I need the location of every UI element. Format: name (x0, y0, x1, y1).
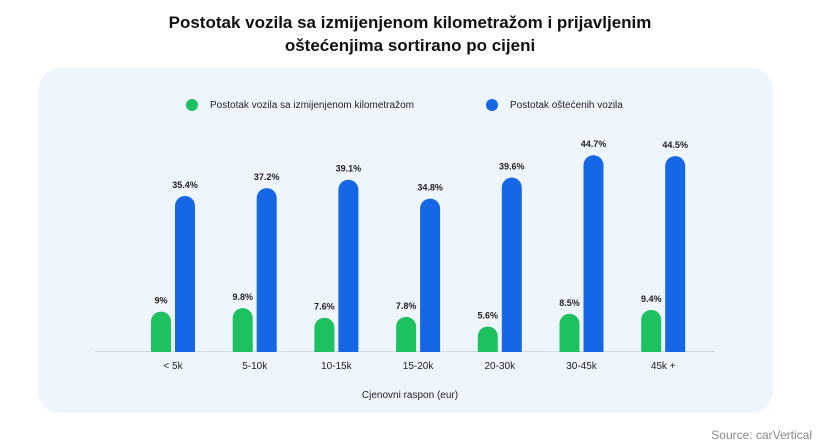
bar-base-mask-5 (557, 352, 606, 364)
chart-title-line-1: Postotak vozila sa izmijenjenom kilometr… (168, 13, 652, 32)
bar-damaged-6 (665, 156, 686, 361)
x-tick-label-1: 5-10k (242, 361, 268, 372)
data-label-damaged-0: 35.4% (172, 180, 198, 190)
source-credit: Source: carVertical (711, 428, 812, 442)
x-tick-label-5: 30-45k (566, 361, 598, 372)
data-label-damaged-5: 44.7% (581, 139, 607, 149)
bar-mileage-1 (232, 308, 253, 361)
legend-item-damaged: Postotak oštećenih vozila (486, 98, 623, 112)
bar-mileage-2 (314, 317, 335, 361)
data-label-mileage-4: 5.6% (478, 310, 499, 320)
bar-base-mask-1 (230, 352, 279, 364)
bar-base-mask-6 (639, 352, 688, 364)
bar-base-mask-3 (394, 352, 443, 364)
data-label-mileage-1: 9.8% (232, 292, 253, 302)
legend-label-mileage: Postotak vozila sa izmijenjenom kilometr… (210, 99, 414, 111)
bar-damaged-1 (256, 188, 277, 361)
x-tick-label-4: 20-30k (485, 361, 517, 372)
chart-title-line-2: oštećenjima sortirano po cijeni (284, 36, 536, 55)
bar-damaged-4 (501, 177, 522, 361)
data-label-mileage-6: 9.4% (641, 294, 662, 304)
bar-mileage-5 (559, 313, 580, 361)
data-label-damaged-1: 37.2% (254, 172, 280, 182)
bar-base-mask-2 (312, 352, 361, 364)
legend-swatch-green (186, 99, 198, 111)
data-label-mileage-3: 7.8% (396, 301, 417, 311)
x-tick-label-2: 10-15k (321, 361, 353, 372)
data-label-damaged-6: 44.5% (662, 140, 688, 150)
bar-mileage-6 (641, 309, 662, 361)
data-label-mileage-0: 9% (154, 296, 167, 306)
bar-mileage-3 (396, 316, 417, 361)
legend-item-mileage: Postotak vozila sa izmijenjenom kilometr… (186, 98, 414, 112)
legend-label-damaged: Postotak oštećenih vozila (510, 99, 623, 111)
data-label-mileage-2: 7.6% (314, 302, 335, 312)
bar-base-mask-0 (149, 352, 197, 364)
x-tick-label-6: 45k + (651, 361, 676, 372)
data-label-damaged-3: 34.8% (417, 183, 443, 193)
data-label-mileage-5: 8.5% (559, 298, 580, 308)
data-label-damaged-2: 39.1% (336, 164, 362, 174)
x-tick-label-3: 15-20k (403, 361, 435, 372)
bar-mileage-0 (151, 311, 171, 361)
bar-base-mask-4 (475, 352, 524, 364)
bar-damaged-2 (338, 179, 359, 361)
x-axis-label: Cjenovni raspon (eur) (361, 390, 459, 401)
legend-swatch-blue (486, 99, 498, 111)
bar-damaged-3 (420, 198, 441, 361)
bar-damaged-5 (583, 155, 604, 361)
bar-damaged-0 (175, 195, 195, 361)
x-tick-label-0: < 5k (163, 361, 183, 372)
data-label-damaged-4: 39.6% (499, 162, 525, 172)
